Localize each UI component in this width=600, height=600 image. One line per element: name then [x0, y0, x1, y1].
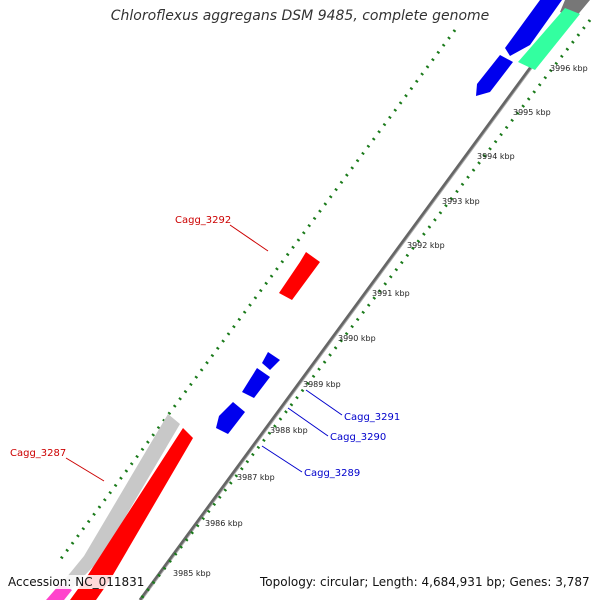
- genome-backbone: [138, 0, 582, 600]
- gene-blue-upper[interactable]: [476, 55, 513, 96]
- kbp-label: 3993 kbp: [442, 197, 480, 206]
- leader-cagg-3292: [229, 224, 269, 252]
- kbp-label: 3991 kbp: [372, 289, 410, 298]
- label-cagg-3291[interactable]: Cagg_3291: [344, 412, 400, 423]
- kbp-label: 3986 kbp: [205, 519, 243, 528]
- accession-text: Accession: NC_011831: [8, 575, 145, 589]
- map-title: Chloroflexus aggregans DSM 9485, complet…: [110, 8, 490, 24]
- topology-text: Topology: circular; Length: 4,684,931 bp…: [260, 575, 590, 589]
- kbp-label: 3987 kbp: [237, 473, 275, 482]
- leader-cagg-3289: [261, 445, 303, 473]
- kbp-label: 3994 kbp: [477, 152, 515, 161]
- kbp-label: 3995 kbp: [513, 108, 551, 117]
- leader-cagg-3287: [65, 457, 105, 482]
- inner-tick-track: [138, 19, 592, 600]
- gene-teal-topright[interactable]: [518, 8, 580, 70]
- outer-tick-track: [58, 29, 457, 561]
- label-cagg-3292[interactable]: Cagg_3292: [175, 215, 231, 226]
- kbp-label: 3988 kbp: [270, 426, 308, 435]
- kbp-label: 3990 kbp: [338, 334, 376, 343]
- gene-cagg-3290[interactable]: [242, 368, 270, 398]
- gene-gray-large[interactable]: [48, 414, 180, 600]
- label-cagg-3289[interactable]: Cagg_3289: [304, 468, 360, 479]
- gene-cagg-3289[interactable]: [216, 402, 245, 434]
- gene-cagg-3291[interactable]: [262, 352, 280, 370]
- gene-cagg-3287[interactable]: [70, 428, 193, 600]
- kbp-label: 3992 kbp: [407, 241, 445, 250]
- leader-cagg-3291: [305, 389, 343, 416]
- label-cagg-3290[interactable]: Cagg_3290: [330, 432, 386, 443]
- kbp-label: 3985 kbp: [173, 569, 211, 578]
- kbp-label: 3989 kbp: [303, 380, 341, 389]
- gene-cagg-3292[interactable]: [279, 252, 320, 300]
- label-cagg-3287[interactable]: Cagg_3287: [10, 448, 66, 459]
- gene-blue-topright[interactable]: [505, 0, 562, 56]
- leader-cagg-3290: [287, 407, 329, 437]
- kbp-label: 3996 kbp: [550, 64, 588, 73]
- genome-backbone-highlight: [141, 0, 583, 600]
